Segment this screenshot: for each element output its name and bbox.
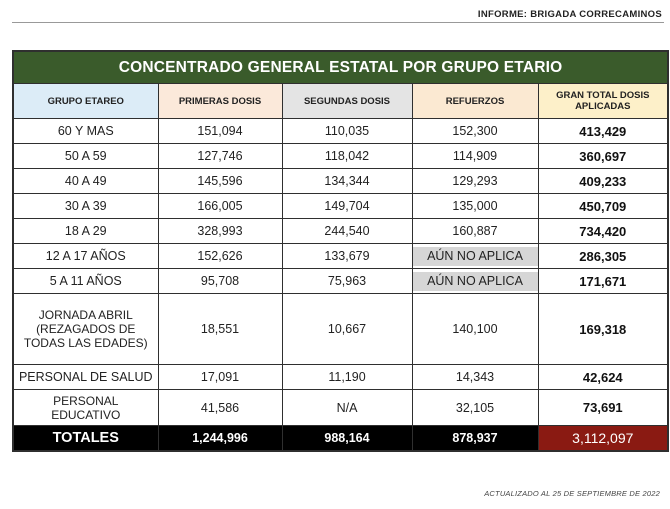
- table-row: 60 Y MAS 151,094 110,035 152,300 413,429: [12, 118, 669, 144]
- row-booster: 160,887: [411, 218, 539, 244]
- row-grand-total: 171,671: [537, 268, 669, 294]
- totals-booster: 878,937: [411, 425, 539, 452]
- row-booster: 135,000: [411, 193, 539, 219]
- table-row: 18 A 29 328,993 244,540 160,887 734,420: [12, 218, 669, 244]
- table-row: PERSONAL DE SALUD 17,091 11,190 14,343 4…: [12, 364, 669, 390]
- row-first-dose: 127,746: [157, 143, 283, 169]
- not-applicable-badge: AÚN NO APLICA: [412, 271, 538, 291]
- row-grand-total: 42,624: [537, 364, 669, 390]
- row-second-dose: 11,190: [281, 364, 413, 390]
- row-second-dose: 118,042: [281, 143, 413, 169]
- row-second-dose: 134,344: [281, 168, 413, 194]
- row-first-dose: 145,596: [157, 168, 283, 194]
- row-group: 30 A 39: [12, 193, 159, 219]
- row-grand-total: 73,691: [537, 389, 669, 426]
- row-group: JORNADA ABRIL (REZAGADOS DE TODAS LAS EDAD…: [12, 293, 159, 365]
- header-divider: [12, 22, 664, 23]
- row-second-dose: 244,540: [281, 218, 413, 244]
- row-first-dose: 95,708: [157, 268, 283, 294]
- column-header-grand-total: GRAN TOTAL DOSIS APLICADAS: [537, 83, 669, 119]
- row-second-dose: 10,667: [281, 293, 413, 365]
- row-first-dose: 151,094: [157, 118, 283, 144]
- column-header-grand-total-line1: GRAN TOTAL DOSIS: [556, 90, 650, 101]
- row-group-line: TODAS LAS EDADES): [23, 336, 148, 350]
- row-group: 18 A 29: [12, 218, 159, 244]
- row-grand-total: 450,709: [537, 193, 669, 219]
- row-grand-total: 734,420: [537, 218, 669, 244]
- row-booster: 114,909: [411, 143, 539, 169]
- row-second-dose: 110,035: [281, 118, 413, 144]
- row-first-dose: 166,005: [157, 193, 283, 219]
- column-header-booster: REFUERZOS: [411, 83, 539, 119]
- table-row: 30 A 39 166,005 149,704 135,000 450,709: [12, 193, 669, 219]
- table-title-row: CONCENTRADO GENERAL ESTATAL POR GRUPO ET…: [12, 50, 669, 84]
- row-group: PERSONAL DE SALUD: [12, 364, 159, 390]
- row-first-dose: 18,551: [157, 293, 283, 365]
- row-grand-total: 413,429: [537, 118, 669, 144]
- column-header-row: GRUPO ETAREO PRIMERAS DOSIS SEGUNDAS DOS…: [12, 83, 669, 119]
- updated-date-note: ACTUALIZADO AL 25 DE SEPTIEMBRE DE 2022: [484, 489, 660, 498]
- column-header-first-dose: PRIMERAS DOSIS: [157, 83, 283, 119]
- column-header-group: GRUPO ETAREO: [12, 83, 159, 119]
- table-row: PERSONAL EDUCATIVO 41,586 N/A 32,105 73,6…: [12, 389, 669, 426]
- row-second-dose: 149,704: [281, 193, 413, 219]
- totals-row: TOTALES 1,244,996 988,164 878,937 3,112,…: [12, 425, 669, 452]
- table-row: 50 A 59 127,746 118,042 114,909 360,697: [12, 143, 669, 169]
- table-row: 40 A 49 145,596 134,344 129,293 409,233: [12, 168, 669, 194]
- table-row: JORNADA ABRIL (REZAGADOS DE TODAS LAS EDAD…: [12, 293, 669, 365]
- column-header-grand-total-line2: APLICADAS: [575, 101, 631, 112]
- row-group-line: EDUCATIVO: [51, 407, 121, 422]
- row-group: 50 A 59: [12, 143, 159, 169]
- row-booster: 14,343: [411, 364, 539, 390]
- row-group: PERSONAL EDUCATIVO: [12, 389, 159, 426]
- row-booster: 152,300: [411, 118, 539, 144]
- row-first-dose: 328,993: [157, 218, 283, 244]
- row-group-line: PERSONAL: [53, 393, 119, 408]
- report-label: INFORME: BRIGADA CORRECAMINOS: [477, 9, 662, 20]
- row-group: 12 A 17 AÑOS: [12, 243, 159, 269]
- totals-grand-total: 3,112,097: [537, 425, 669, 452]
- row-grand-total: 286,305: [537, 243, 669, 269]
- row-group: 5 A 11 AÑOS: [12, 268, 159, 294]
- row-group-line: (REZAGADOS DE: [36, 322, 136, 336]
- row-grand-total: 169,318: [537, 293, 669, 365]
- table-row: 12 A 17 AÑOS 152,626 133,679 AÚN NO APLI…: [12, 243, 669, 269]
- table-row: 5 A 11 AÑOS 95,708 75,963 AÚN NO APLICA …: [12, 268, 669, 294]
- row-first-dose: 152,626: [157, 243, 283, 269]
- row-first-dose: 17,091: [157, 364, 283, 390]
- table-title: CONCENTRADO GENERAL ESTATAL POR GRUPO ET…: [12, 50, 669, 84]
- row-group: 40 A 49: [12, 168, 159, 194]
- row-booster: AÚN NO APLICA: [411, 243, 539, 269]
- row-first-dose: 41,586: [157, 389, 283, 426]
- totals-first-dose: 1,244,996: [157, 425, 283, 452]
- row-group: 60 Y MAS: [12, 118, 159, 144]
- row-grand-total: 409,233: [537, 168, 669, 194]
- totals-second-dose: 988,164: [281, 425, 413, 452]
- row-second-dose: 133,679: [281, 243, 413, 269]
- row-booster: 140,100: [411, 293, 539, 365]
- vaccination-table: CONCENTRADO GENERAL ESTATAL POR GRUPO ET…: [12, 50, 670, 452]
- row-booster: AÚN NO APLICA: [411, 268, 539, 294]
- column-header-second-dose: SEGUNDAS DOSIS: [281, 83, 413, 119]
- row-second-dose: 75,963: [281, 268, 413, 294]
- row-group-line: JORNADA ABRIL: [38, 308, 133, 322]
- row-booster: 129,293: [411, 168, 539, 194]
- row-grand-total: 360,697: [537, 143, 669, 169]
- row-second-dose: N/A: [281, 389, 413, 426]
- row-booster: 32,105: [411, 389, 539, 426]
- totals-label: TOTALES: [12, 425, 159, 452]
- not-applicable-badge: AÚN NO APLICA: [412, 246, 538, 266]
